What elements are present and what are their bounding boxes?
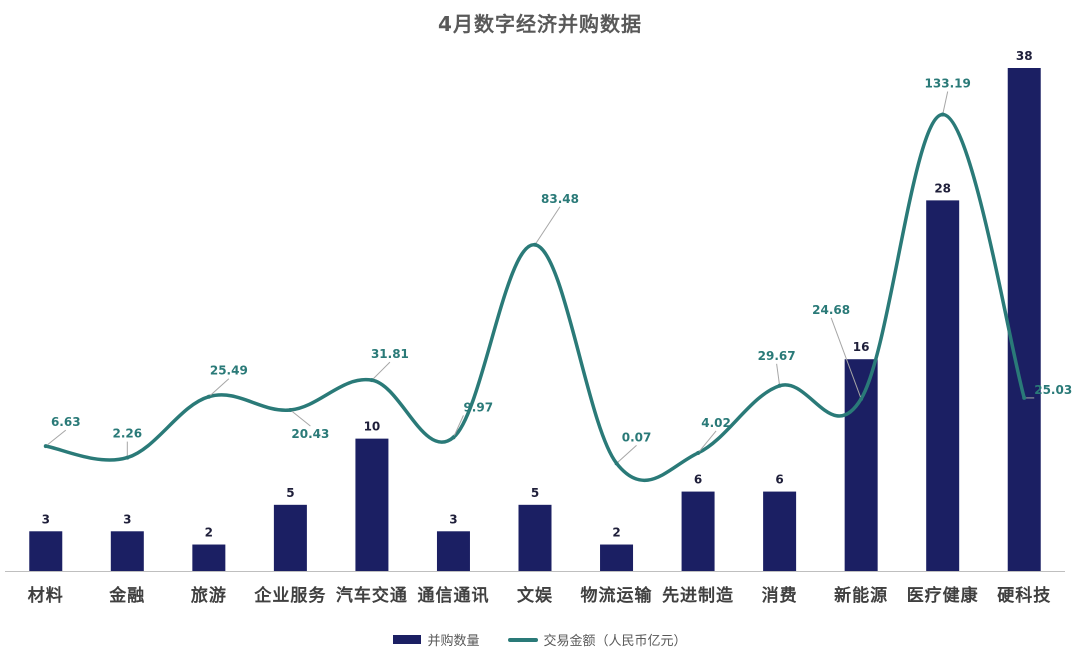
bar xyxy=(273,504,307,571)
bar-data-label: 10 xyxy=(364,420,381,434)
line-point xyxy=(1022,395,1027,400)
x-tick-label: 金融 xyxy=(108,585,145,606)
chart-title: 4月数字经济并购数据 xyxy=(438,12,642,36)
line-point xyxy=(614,461,619,466)
bar-data-label: 5 xyxy=(531,486,539,500)
legend-label-line: 交易金额（人民币亿元） xyxy=(543,634,687,649)
bar-data-label: 16 xyxy=(853,340,870,354)
bar-data-label: 38 xyxy=(1016,49,1033,63)
leader-line xyxy=(208,378,230,398)
line-data-label: 20.43 xyxy=(291,427,329,441)
x-tick-label: 先进制造 xyxy=(662,585,734,606)
bar xyxy=(600,544,634,571)
line-data-label: 0.07 xyxy=(622,430,652,444)
bar xyxy=(681,491,715,571)
bar xyxy=(518,504,552,571)
x-tick-label: 物流运输 xyxy=(581,585,653,606)
bar xyxy=(844,359,878,571)
bar xyxy=(29,531,63,571)
leader-line xyxy=(616,444,637,464)
legend-item-line[interactable]: 交易金额（人民币亿元） xyxy=(507,630,687,649)
line-point xyxy=(206,394,211,399)
line-series xyxy=(45,112,1026,483)
bar xyxy=(355,438,389,571)
x-tick-label: 企业服务 xyxy=(253,585,326,606)
chart-legend: 并购数量 交易金额（人民币亿元） xyxy=(0,630,1080,649)
line-point xyxy=(533,242,537,247)
bar-data-label: 2 xyxy=(205,526,213,540)
x-tick-label: 新能源 xyxy=(834,585,888,606)
leader-line xyxy=(45,429,67,447)
line-point xyxy=(288,407,293,412)
x-tick-label: 旅游 xyxy=(191,585,227,606)
bar-data-label: 2 xyxy=(612,526,620,540)
bar xyxy=(763,491,797,571)
legend-swatch-line xyxy=(507,637,538,642)
leader-line xyxy=(697,430,717,454)
line-data-label: 25.49 xyxy=(210,364,248,378)
line-data-label: 83.48 xyxy=(541,192,579,206)
line-point xyxy=(696,450,701,455)
line-data-label: 24.68 xyxy=(812,303,850,317)
bar-data-label: 3 xyxy=(123,512,131,526)
line-data-label: 2.26 xyxy=(113,427,143,441)
line-point xyxy=(43,444,48,449)
bar xyxy=(110,531,144,571)
leader-line xyxy=(453,415,464,438)
x-tick-label: 硬科技 xyxy=(997,585,1051,606)
x-tick-label: 通信通讯 xyxy=(417,585,489,606)
leader-line xyxy=(534,206,561,246)
leader-line xyxy=(371,361,391,381)
bar xyxy=(192,544,226,571)
line-data-label: 6.63 xyxy=(51,415,81,429)
x-tick-label: 材料 xyxy=(28,585,64,606)
legend-item-bar[interactable]: 并购数量 xyxy=(393,630,480,649)
x-tick-label: 医疗健康 xyxy=(907,585,979,606)
leader-line xyxy=(830,317,862,400)
legend-label-bar: 并购数量 xyxy=(427,634,480,649)
line-point xyxy=(125,455,130,460)
bar-data-label: 6 xyxy=(694,473,702,487)
line-data-label: 9.97 xyxy=(463,400,493,414)
line-point xyxy=(777,383,782,388)
line-data-label: 31.81 xyxy=(371,347,409,361)
bar-data-label: 3 xyxy=(449,512,457,526)
line-point xyxy=(451,435,456,440)
line-point xyxy=(859,396,864,401)
bar-data-label: 5 xyxy=(286,486,294,500)
x-tick-label: 消费 xyxy=(762,585,798,606)
line-point xyxy=(940,112,945,117)
leader-line xyxy=(942,91,949,115)
legend-swatch-bar xyxy=(393,635,422,644)
x-tick-label: 汽车交通 xyxy=(336,585,408,606)
line-data-label: 4.02 xyxy=(701,416,731,430)
line-data-label: 133.19 xyxy=(925,77,971,91)
bar-data-label: 6 xyxy=(775,473,783,487)
bar xyxy=(1007,68,1041,571)
bar-data-label: 28 xyxy=(934,181,951,195)
line-data-label: 29.67 xyxy=(758,349,796,363)
leader-line xyxy=(290,409,311,427)
bar xyxy=(436,531,470,571)
line-data-label: 25.03 xyxy=(1034,383,1072,397)
x-tick-label: 文娱 xyxy=(517,585,553,606)
line-point xyxy=(369,378,374,383)
bar xyxy=(926,200,960,572)
leader-line xyxy=(776,363,781,386)
bar-data-label: 3 xyxy=(42,512,50,526)
